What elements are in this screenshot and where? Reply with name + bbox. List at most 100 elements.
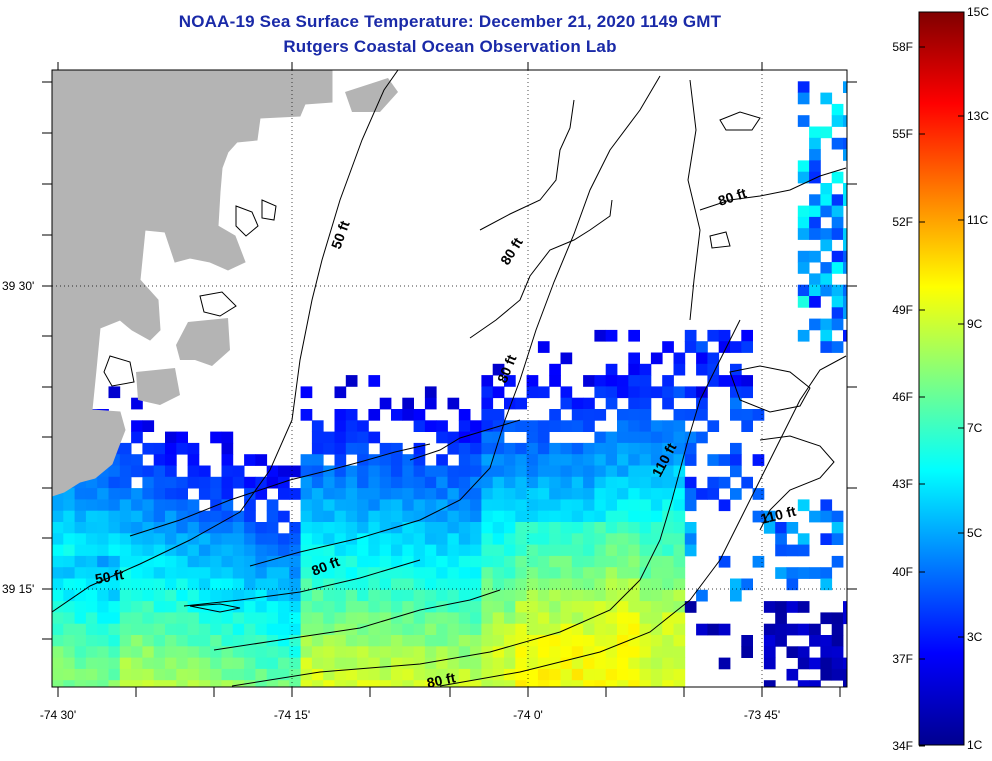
sst-pixel <box>458 668 471 681</box>
sst-pixel <box>278 465 290 478</box>
sst-pixel <box>131 465 143 478</box>
sst-pixel <box>843 601 847 613</box>
sst-pixel <box>537 476 550 489</box>
sst-pixel <box>379 612 392 625</box>
sst-pixel <box>142 533 155 545</box>
sst-pixel <box>673 612 686 625</box>
sst-pixel <box>605 635 618 647</box>
sst-pixel <box>775 601 787 613</box>
sst-pixel <box>650 442 663 455</box>
sst-pixel <box>730 454 742 466</box>
sst-pixel <box>718 499 731 512</box>
sst-pixel <box>515 544 527 557</box>
sst-pixel <box>52 623 64 636</box>
sst-pixel <box>52 510 64 523</box>
sst-pixel <box>605 668 618 681</box>
sst-pixel <box>594 409 607 421</box>
sst-pixel <box>424 623 437 636</box>
sst-pixel <box>797 329 810 342</box>
sst-pixel <box>255 567 268 579</box>
sst-pixel <box>176 567 188 579</box>
sst-pixel <box>198 555 211 568</box>
sst-pixel <box>402 578 414 591</box>
sst-pixel <box>673 589 686 602</box>
sst-pixel <box>165 544 177 557</box>
sst-pixel <box>278 567 290 579</box>
sst-pixel <box>650 476 663 489</box>
sst-pixel <box>413 680 426 687</box>
sst-pixel <box>617 499 629 512</box>
sst-pixel <box>311 646 324 658</box>
sst-pixel <box>537 488 550 500</box>
sst-pixel <box>639 601 652 613</box>
sst-pixel <box>278 601 290 613</box>
sst-pixel <box>583 442 595 455</box>
sst-pixel <box>334 442 347 455</box>
sst-pixel <box>447 397 460 410</box>
sst-pixel <box>560 454 573 466</box>
sst-pixel <box>707 476 720 489</box>
sst-pixel <box>413 420 426 432</box>
sst-pixel <box>684 329 697 342</box>
sst-pixel <box>165 442 177 455</box>
sst-pixel <box>492 578 505 591</box>
sst-pixel <box>278 612 290 625</box>
sst-pixel <box>198 680 211 687</box>
sst-pixel <box>52 499 64 512</box>
sst-pixel <box>198 657 211 670</box>
sst-pixel <box>210 544 222 557</box>
isobath-label: 80 ft <box>425 669 457 691</box>
sst-pixel <box>289 488 301 500</box>
colorbar-celsius-label: 13C <box>967 109 989 123</box>
sst-pixel <box>481 386 494 399</box>
sst-pixel <box>594 465 607 478</box>
sst-pixel <box>628 442 640 455</box>
sst-pixel <box>481 442 494 455</box>
sst-pixel <box>673 623 686 636</box>
sst-pixel <box>97 635 109 647</box>
sst-pixel <box>504 375 516 387</box>
sst-pixel <box>334 420 347 432</box>
x-tick-label: -73 45' <box>744 708 780 722</box>
sst-pixel <box>571 680 584 687</box>
sst-pixel <box>673 352 686 365</box>
sst-pixel <box>481 612 494 625</box>
sst-pixel <box>843 250 847 263</box>
sst-pixel <box>323 555 335 568</box>
sst-pixel <box>628 510 640 523</box>
sst-pixel <box>560 601 573 613</box>
sst-pixel <box>447 668 460 681</box>
sst-pixel <box>594 668 607 681</box>
sst-pixel <box>345 420 358 432</box>
sst-pixel <box>85 635 98 647</box>
sst-pixel <box>357 589 369 602</box>
sst-pixel <box>594 589 607 602</box>
sst-pixel <box>97 668 109 681</box>
sst-pixel <box>266 612 279 625</box>
sst-pixel <box>187 454 200 466</box>
sst-pixel <box>628 668 640 681</box>
sst-pixel <box>255 522 268 534</box>
sst-pixel <box>583 601 595 613</box>
sst-pixel <box>424 657 437 670</box>
colorbar-fahrenheit-label: 55F <box>892 127 913 141</box>
sst-pixel <box>300 612 313 625</box>
sst-pixel <box>278 533 290 545</box>
sst-pixel <box>108 623 121 636</box>
sst-pixel <box>492 363 505 376</box>
sst-pixel <box>843 307 847 319</box>
sst-pixel <box>515 657 527 670</box>
sst-pixel <box>820 612 833 625</box>
sst-pixel <box>594 476 607 489</box>
sst-pixel <box>481 522 494 534</box>
sst-pixel <box>549 510 561 523</box>
sst-pixel <box>481 544 494 557</box>
sst-pixel <box>843 296 847 308</box>
sst-pixel <box>458 635 471 647</box>
sst-pixel <box>673 488 686 500</box>
sst-pixel <box>153 510 166 523</box>
sst-pixel <box>108 668 121 681</box>
sst-pixel <box>345 680 358 687</box>
sst-pixel <box>571 612 584 625</box>
sst-pixel <box>696 397 708 410</box>
